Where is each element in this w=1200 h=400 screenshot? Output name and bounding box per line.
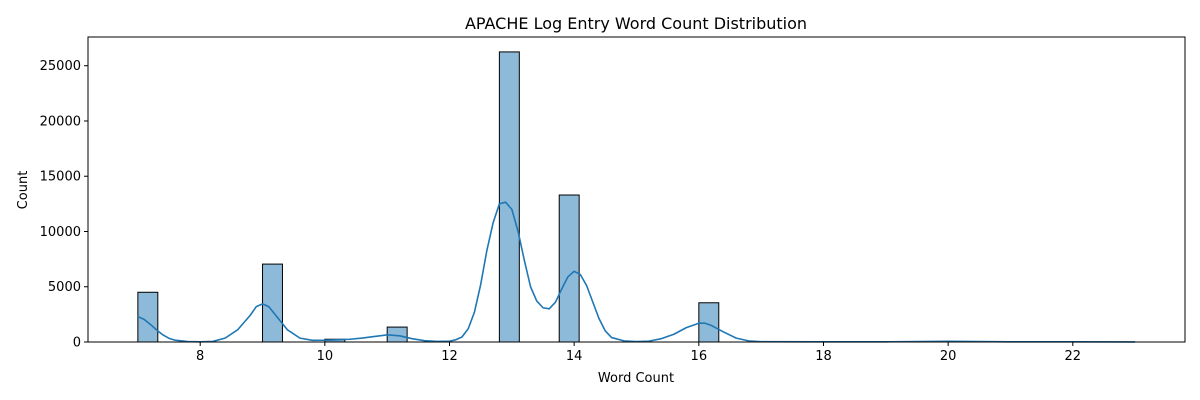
x-tick-label: 20	[940, 349, 957, 364]
y-axis-title: Count	[16, 171, 31, 210]
x-tick-label: 10	[317, 349, 334, 364]
y-tick-label: 5000	[48, 280, 81, 295]
histogram-bar-1	[262, 263, 283, 343]
y-tick-label: 25000	[40, 59, 81, 74]
kde-curve-group	[137, 201, 1136, 343]
plot-frame	[87, 36, 1186, 343]
chart-title: APACHE Log Entry Word Count Distribution	[465, 14, 807, 33]
y-tick-label: 0	[73, 336, 81, 351]
x-axis-ticks: 8 10 12 14 16 18 20 22	[196, 342, 1081, 364]
y-tick-label: 15000	[40, 170, 81, 185]
x-axis-title: Word Count	[598, 371, 674, 386]
x-tick-label: 18	[815, 349, 832, 364]
y-axis-ticks: 0 5000 10000 15000 20000 25000	[40, 59, 88, 351]
x-tick-label: 16	[691, 349, 708, 364]
y-tick-label: 10000	[40, 225, 81, 240]
x-tick-label: 14	[566, 349, 583, 364]
kde-curve	[137, 201, 1136, 343]
histogram-bars	[137, 51, 720, 343]
y-tick-label: 20000	[40, 114, 81, 129]
x-tick-label: 12	[441, 349, 458, 364]
histogram-bar-4	[498, 51, 520, 343]
histogram-bar-6	[698, 302, 720, 343]
x-tick-label: 8	[196, 349, 204, 364]
x-tick-label: 22	[1065, 349, 1082, 364]
histogram-bar-5	[558, 194, 580, 343]
